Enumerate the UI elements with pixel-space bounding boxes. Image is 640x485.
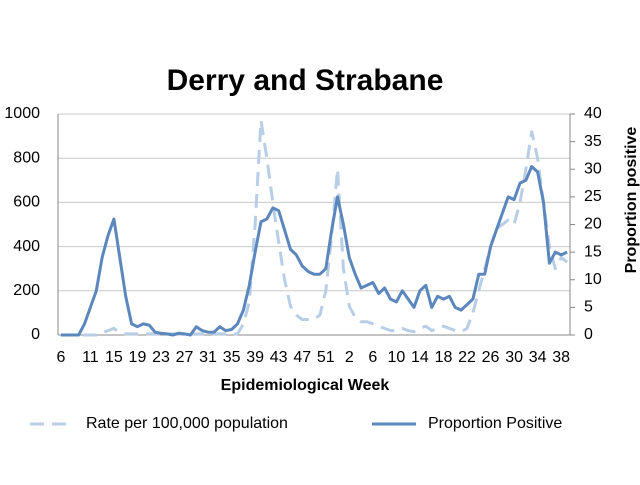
x-axis-title: Epidemiological Week	[221, 377, 390, 394]
x-tick-label: 47	[293, 349, 311, 366]
x-tick-label: 14	[411, 349, 429, 366]
x-tick-label: 23	[152, 349, 170, 366]
y2-tick-label: 30	[584, 160, 602, 177]
y2-tick-label: 20	[584, 216, 602, 233]
x-tick-label: 39	[246, 349, 264, 366]
x-tick-label: 27	[176, 349, 194, 366]
x-tick-label: 26	[482, 349, 500, 366]
x-tick-label: 11	[82, 349, 99, 366]
y2-tick-label: 15	[584, 243, 602, 260]
x-tick-label: 51	[317, 349, 335, 366]
x-tick-label: 2	[345, 349, 354, 366]
y-tick-label: 0	[31, 326, 40, 343]
x-tick-label: 19	[129, 349, 147, 366]
y2-tick-label: 10	[584, 271, 602, 288]
x-tick-label: 15	[105, 349, 123, 366]
x-tick-label: 6	[56, 349, 65, 366]
y2-tick-label: 40	[584, 105, 602, 122]
y-tick-label: 600	[13, 194, 40, 211]
series-line	[60, 165, 568, 337]
x-tick-label: 18	[435, 349, 453, 366]
chart-title: Derry and Strabane	[167, 64, 444, 97]
x-tick-label: 35	[223, 349, 241, 366]
x-tick-label: 6	[368, 349, 377, 366]
x-tick-label: 43	[270, 349, 288, 366]
y2-tick-label: 5	[584, 299, 593, 316]
legend-label: Proportion Positive	[428, 415, 562, 432]
y-tick-label: 200	[13, 282, 40, 299]
y-tick-label: 800	[13, 149, 40, 166]
y2-tick-label: 25	[584, 188, 602, 205]
x-tick-label: 10	[387, 349, 405, 366]
y2-tick-label: 0	[584, 326, 593, 343]
legend-label: Rate per 100,000 population	[86, 415, 288, 432]
x-tick-label: 31	[199, 349, 217, 366]
y2-tick-label: 35	[584, 133, 602, 150]
x-tick-label: 34	[529, 349, 547, 366]
x-tick-label: 30	[505, 349, 523, 366]
y-tick-label: 400	[13, 238, 40, 255]
y-tick-label: 1000	[4, 105, 40, 122]
y2-axis-title: Proportion positive	[623, 127, 640, 274]
x-tick-label: 22	[458, 349, 476, 366]
x-tick-label: 38	[552, 349, 570, 366]
